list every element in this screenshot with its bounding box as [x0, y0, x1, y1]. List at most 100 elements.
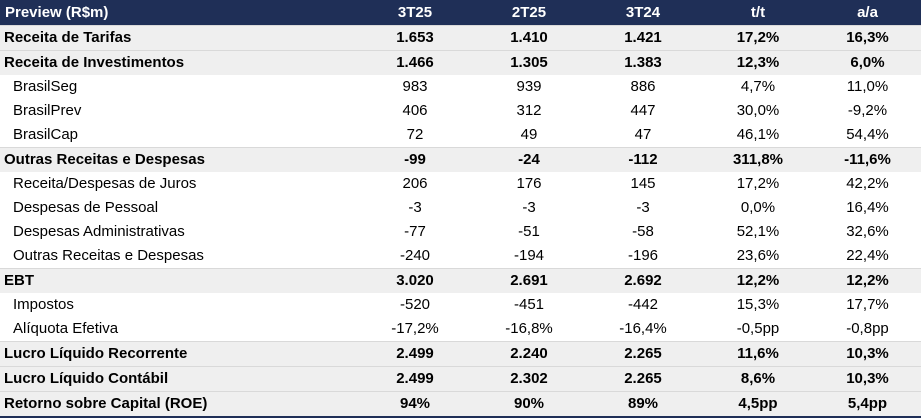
table-row: Outras Receitas e Despesas -99 -24 -112 311,… — [0, 147, 921, 172]
table-row: BrasilSeg 983 939 886 4,7% 11,0% — [0, 75, 921, 99]
row-value: 32,6% — [846, 223, 889, 240]
row-value: 145 — [630, 175, 656, 192]
row-label: Retorno sobre Capital (ROE) — [0, 391, 356, 418]
row-value: 3.020 — [356, 268, 474, 293]
row-label: Despesas de Pessoal — [13, 199, 159, 216]
row-value: 206 — [402, 175, 428, 192]
row-value: 447 — [630, 102, 656, 119]
row-value: 94% — [356, 391, 474, 418]
table-row: Receita de Tarifas 1.653 1.410 1.421 17,2% 16… — [0, 25, 921, 51]
row-value: -99 — [356, 147, 474, 172]
row-value: -0,8pp — [846, 320, 889, 337]
row-value: 23,6% — [736, 247, 780, 264]
row-value: -17,2% — [391, 320, 439, 337]
table-body: Receita de Tarifas 1.653 1.410 1.421 17,2% 16… — [0, 25, 921, 418]
row-value: -77 — [404, 223, 426, 240]
row-value: -16,4% — [619, 320, 667, 337]
row-label: Receita de Investimentos — [0, 50, 356, 75]
row-value: -3 — [408, 199, 422, 216]
row-value: -194 — [513, 247, 545, 264]
column-header: a/a — [814, 0, 921, 26]
row-value: 16,3% — [814, 25, 921, 51]
row-value: 2.302 — [474, 366, 584, 392]
row-value: 17,7% — [846, 296, 889, 313]
table-row: Despesas Administrativas -77 -51 -58 52,1% 32… — [0, 220, 921, 244]
row-value: 1.305 — [474, 50, 584, 75]
table-row: EBT 3.020 2.691 2.692 12,2% 12,2% — [0, 268, 921, 293]
row-value: -9,2% — [847, 102, 888, 119]
row-value: 2.499 — [356, 341, 474, 367]
table-row: BrasilCap 72 49 47 46,1% 54,4% — [0, 123, 921, 148]
row-value: -24 — [474, 147, 584, 172]
row-value: 49 — [520, 126, 538, 143]
row-label: Receita de Tarifas — [0, 25, 356, 51]
row-value: 10,3% — [814, 366, 921, 392]
row-label: Impostos — [13, 296, 74, 313]
row-value: 4,5pp — [702, 391, 814, 418]
row-value: -520 — [399, 296, 431, 313]
row-value: 1.383 — [584, 50, 702, 75]
row-value: 311,8% — [702, 147, 814, 172]
row-value: 52,1% — [736, 223, 780, 240]
row-value: -16,8% — [505, 320, 553, 337]
table-row: Alíquota Efetiva -17,2% -16,8% -16,4% -0,5pp… — [0, 317, 921, 342]
row-value: 12,2% — [702, 268, 814, 293]
row-value: -0,5pp — [736, 320, 780, 337]
row-value: -11,6% — [814, 147, 921, 172]
table-row: BrasilPrev 406 312 447 30,0% -9,2% — [0, 99, 921, 123]
row-label: Lucro Líquido Contábil — [0, 366, 356, 392]
row-value: 47 — [634, 126, 652, 143]
row-value: 17,2% — [736, 175, 780, 192]
row-value: 983 — [402, 78, 428, 95]
row-value: 46,1% — [736, 126, 780, 143]
row-value: 89% — [584, 391, 702, 418]
table-row: Impostos -520 -451 -442 15,3% 17,7% — [0, 293, 921, 317]
row-value: 2.240 — [474, 341, 584, 367]
row-value: 886 — [630, 78, 656, 95]
row-value: 6,0% — [814, 50, 921, 75]
table-row: Lucro Líquido Contábil 2.499 2.302 2.265 8,6… — [0, 366, 921, 392]
row-value: 12,2% — [814, 268, 921, 293]
table-row: Receita/Despesas de Juros 206 176 145 17,2% 4… — [0, 172, 921, 196]
row-value: -58 — [632, 223, 654, 240]
row-value: 312 — [516, 102, 542, 119]
row-label: EBT — [0, 268, 356, 293]
row-value: -196 — [627, 247, 659, 264]
row-label: Alíquota Efetiva — [13, 320, 119, 337]
row-value: 15,3% — [736, 296, 780, 313]
row-value: 1.410 — [474, 25, 584, 51]
row-value: 1.421 — [584, 25, 702, 51]
row-value: 12,3% — [702, 50, 814, 75]
row-value: 11,0% — [846, 78, 889, 95]
row-value: 11,6% — [702, 341, 814, 367]
row-value: -442 — [627, 296, 659, 313]
row-value: 1.466 — [356, 50, 474, 75]
column-header: 3T24 — [584, 0, 702, 26]
row-value: 72 — [406, 126, 424, 143]
row-value: 939 — [516, 78, 542, 95]
row-value: 10,3% — [814, 341, 921, 367]
column-header: 3T25 — [356, 0, 474, 26]
row-value: 2.265 — [584, 341, 702, 367]
row-value: -240 — [399, 247, 431, 264]
row-value: 42,2% — [846, 175, 889, 192]
row-value: 406 — [402, 102, 428, 119]
row-value: 22,4% — [846, 247, 889, 264]
column-header: t/t — [702, 0, 814, 26]
column-header: 2T25 — [474, 0, 584, 26]
row-value: 30,0% — [736, 102, 780, 119]
row-value: 4,7% — [740, 78, 776, 95]
row-value: -51 — [518, 223, 540, 240]
row-label: Despesas Administrativas — [13, 223, 185, 240]
table-row: Retorno sobre Capital (ROE) 94% 90% 89% 4,5p… — [0, 391, 921, 418]
row-label: BrasilPrev — [13, 102, 82, 119]
header-label: Preview (R$m) — [0, 0, 356, 26]
row-value: -3 — [522, 199, 536, 216]
row-value: 5,4pp — [814, 391, 921, 418]
row-label: Outras Receitas e Despesas — [13, 247, 204, 264]
row-value: 2.265 — [584, 366, 702, 392]
row-value: -112 — [584, 147, 702, 172]
table-row: Lucro Líquido Recorrente 2.499 2.240 2.265 1… — [0, 341, 921, 367]
row-value: -451 — [513, 296, 545, 313]
